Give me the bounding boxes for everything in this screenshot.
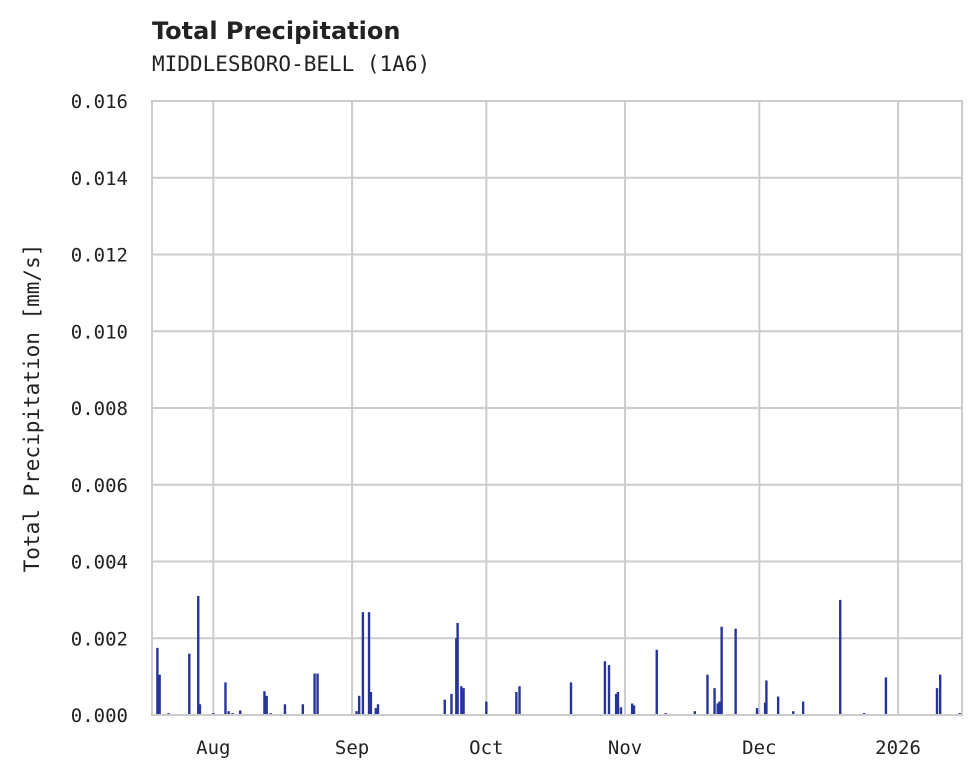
precip-bar (718, 701, 721, 715)
y-tick-label: 0.012 (71, 245, 128, 267)
precip-bar (716, 703, 719, 715)
precip-bar (765, 680, 768, 715)
x-tick-label: Aug (196, 737, 230, 759)
precip-bar (607, 665, 611, 715)
precip-bar (238, 710, 242, 715)
y-tick-label: 0.000 (71, 705, 128, 727)
plot-frame (151, 100, 963, 716)
y-axis-label: Total Precipitation [mm/s] (20, 244, 44, 573)
x-tick-label: 2026 (875, 737, 921, 759)
precip-bar (224, 682, 227, 715)
precip-bar (369, 691, 373, 715)
y-tick-label: 0.004 (71, 552, 128, 574)
y-tick-label: 0.014 (71, 168, 128, 190)
x-tick-label: Nov (608, 737, 642, 759)
precip-bar (263, 691, 266, 715)
precip-bar (485, 701, 488, 715)
precip-bar (456, 622, 459, 715)
precip-bar (376, 704, 380, 715)
precip-bar (227, 711, 230, 715)
precip-bar (316, 673, 319, 715)
precip-bar (616, 691, 620, 715)
precip-bar (801, 701, 805, 715)
y-tick-label: 0.010 (71, 321, 128, 343)
precip-bar (763, 702, 767, 715)
x-tick-label: Sep (335, 737, 369, 759)
y-tick-label: 0.016 (71, 91, 128, 113)
chart-title: Total Precipitation (152, 17, 401, 45)
precip-bar (776, 696, 780, 715)
precip-bar (313, 673, 316, 715)
y-tick-label: 0.008 (71, 398, 128, 420)
precip-bar (443, 699, 446, 715)
precip-bar (188, 653, 191, 715)
x-tick-label: Oct (469, 737, 503, 759)
precip-bar (460, 686, 463, 715)
precip-bar (614, 693, 618, 715)
precip-bar (367, 612, 371, 715)
grid (152, 100, 962, 716)
precip-bar (198, 704, 202, 715)
precip-bar (355, 711, 358, 715)
precip-bar (884, 677, 888, 715)
precip-bar (455, 638, 458, 715)
precip-bar (462, 688, 465, 715)
precip-bar (734, 628, 737, 715)
precip-bar (839, 599, 842, 715)
x-ticks: Aug Sep Oct Nov Dec 2026 (196, 737, 921, 759)
precip-bar (938, 674, 942, 715)
y-tick-label: 0.002 (71, 628, 128, 650)
precip-bar (935, 688, 939, 715)
precip-bar (374, 708, 377, 715)
precip-bar (619, 707, 623, 715)
precip-bar (518, 686, 521, 715)
precip-bar (603, 661, 607, 715)
precip-bar (720, 626, 723, 715)
precip-bar (158, 674, 161, 715)
precip-bar (450, 693, 453, 715)
chart-subtitle: MIDDLESBORO-BELL (1A6) (152, 52, 431, 76)
bars (156, 596, 961, 715)
precip-bar (755, 708, 759, 715)
precip-bar (655, 649, 658, 715)
precip-bar (792, 711, 795, 715)
precip-bar (265, 695, 268, 715)
precip-bar (630, 703, 634, 715)
precip-bar (361, 612, 365, 715)
precip-bar (713, 688, 716, 715)
precip-bar (197, 596, 200, 715)
y-tick-label: 0.006 (71, 475, 128, 497)
precip-bar (357, 695, 361, 715)
precip-bar (283, 704, 287, 715)
x-tick-label: Dec (742, 737, 776, 759)
precip-bar (515, 691, 518, 715)
precip-bar (693, 711, 696, 715)
precip-bar (569, 682, 573, 715)
precip-bar (301, 704, 305, 715)
precip-bar (632, 705, 636, 715)
precip-bar (156, 647, 159, 715)
precip-bar (706, 674, 709, 715)
y-ticks: 0.000 0.002 0.004 0.006 0.008 0.010 0.012 0.014… (71, 91, 128, 727)
